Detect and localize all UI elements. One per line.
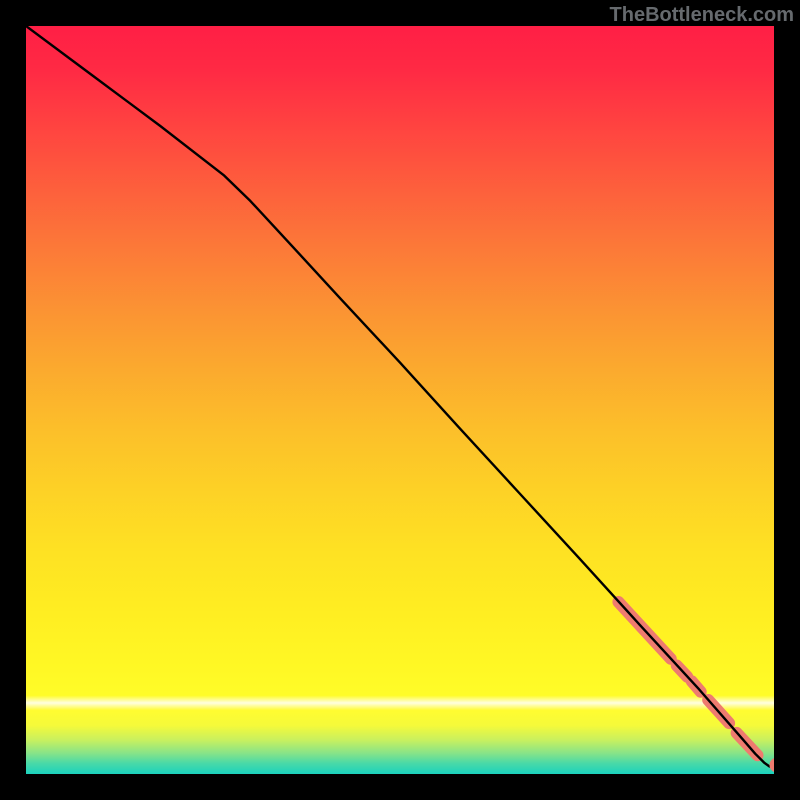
- gradient-background: [26, 26, 774, 774]
- plot-area: [26, 26, 774, 774]
- plot-svg: [26, 26, 774, 774]
- watermark-text: TheBottleneck.com: [610, 4, 794, 27]
- chart-root: TheBottleneck.com: [0, 0, 800, 800]
